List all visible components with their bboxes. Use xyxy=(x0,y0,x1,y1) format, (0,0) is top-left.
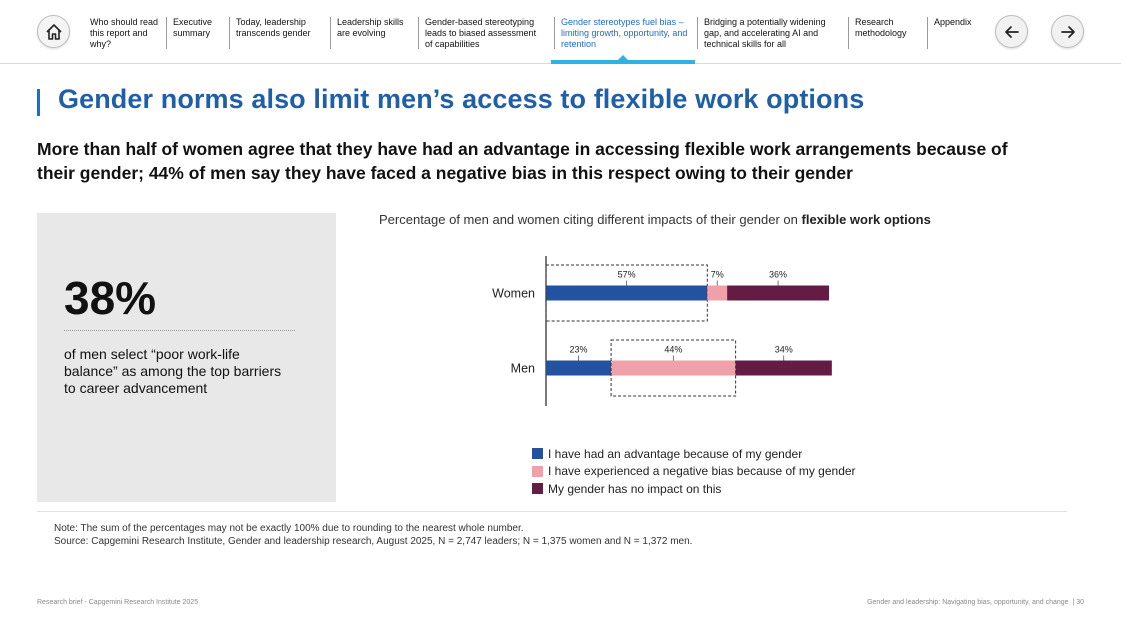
nav-item-leadership-skills[interactable]: Leadership skills are evolving xyxy=(330,17,410,49)
data-label-women-series-3: 36% xyxy=(769,270,787,280)
notes-divider xyxy=(37,511,1067,512)
bar-women-series-3 xyxy=(727,285,829,301)
category-label-women: Women xyxy=(492,287,535,301)
note-text: Note: The sum of the percentages may not… xyxy=(54,523,524,534)
nav-item-leadership-transcends-gender[interactable]: Today, leadership transcends gender xyxy=(229,17,321,49)
stat-number: 38% xyxy=(64,272,157,324)
chart-caption-text: Percentage of men and women citing diffe… xyxy=(379,212,802,227)
active-tab-caret xyxy=(618,55,628,60)
legend-label-1: I have had an advantage because of my ge… xyxy=(548,446,803,461)
legend-swatch-1 xyxy=(532,448,543,460)
data-label-men-series-3: 34% xyxy=(775,345,793,355)
nav-item-gender-stereotypes-fuel-bias[interactable]: Gender stereotypes fuel bias – limiting … xyxy=(554,17,694,49)
source-text: Source: Capgemini Research Institute, Ge… xyxy=(54,536,693,547)
home-button[interactable] xyxy=(37,15,70,48)
stat-panel: 38% of men select “poor work-life balanc… xyxy=(37,213,336,502)
data-label-women-series-1: 57% xyxy=(618,270,636,280)
legend-swatch-2 xyxy=(532,465,543,477)
nav-item-appendix[interactable]: Appendix xyxy=(927,17,987,49)
legend-swatch-3 xyxy=(532,483,543,495)
legend-item-3: My gender has no impact on this xyxy=(532,480,856,498)
bar-women-series-2 xyxy=(707,285,728,301)
home-icon xyxy=(45,23,62,40)
arrow-left-icon xyxy=(1004,25,1019,38)
legend-label-2: I have experienced a negative bias becau… xyxy=(548,464,856,479)
stat-description: of men select “poor work-life balance” a… xyxy=(64,346,282,396)
footer-right: Gender and leadership: Navigating bias, … xyxy=(867,599,1084,606)
nav-item-gender-stereotyping[interactable]: Gender-based stereotyping leads to biase… xyxy=(418,17,546,49)
top-navigation: Who should read this report and why? Exe… xyxy=(0,0,1121,64)
notes-block: Note: The sum of the percentages may not… xyxy=(54,522,692,548)
highlight-box-women xyxy=(545,264,708,322)
previous-page-button[interactable] xyxy=(995,15,1028,48)
nav-item-research-methodology[interactable]: Research methodology xyxy=(848,17,920,49)
footer-left: Research brief - Capgemini Research Inst… xyxy=(37,599,199,606)
page-subtitle: More than half of women agree that they … xyxy=(37,139,1008,183)
active-tab-indicator xyxy=(551,60,695,64)
chart-caption-emphasis: flexible work options xyxy=(801,212,931,227)
data-label-men-series-2: 44% xyxy=(664,345,682,355)
footer-title: Gender and leadership: Navigating bias, … xyxy=(867,599,1069,606)
chart-caption: Percentage of men and women citing diffe… xyxy=(379,212,931,227)
bar-men-series-2 xyxy=(611,360,736,376)
legend-label-3: My gender has no impact on this xyxy=(548,481,722,496)
legend-item-2: I have experienced a negative bias becau… xyxy=(532,463,856,481)
stat-divider xyxy=(64,330,295,331)
nav-item-bridging-gap[interactable]: Bridging a potentially widening gap, and… xyxy=(697,17,837,49)
legend-item-1: I have had an advantage because of my ge… xyxy=(532,445,856,463)
bar-men-series-1 xyxy=(546,360,612,376)
stacked-bar-chart: Women 57% 7% 36% Men 23% 44% 34% xyxy=(492,256,832,406)
category-label-men: Men xyxy=(511,362,535,376)
bar-men-series-3 xyxy=(735,360,832,376)
chart-legend: I have had an advantage because of my ge… xyxy=(532,445,856,498)
bar-women-series-1 xyxy=(546,285,708,301)
page-title: Gender norms also limit men’s access to … xyxy=(58,84,865,114)
nav-item-executive-summary[interactable]: Executive summary xyxy=(166,17,226,49)
data-label-women-series-2: 7% xyxy=(711,270,724,280)
title-accent-bar xyxy=(37,89,40,116)
arrow-right-icon xyxy=(1060,25,1075,38)
next-page-button[interactable] xyxy=(1051,15,1084,48)
nav-item-who-should-read[interactable]: Who should read this report and why? xyxy=(90,17,159,49)
data-label-men-series-1: 23% xyxy=(570,345,588,355)
page-number: 30 xyxy=(1076,599,1084,606)
